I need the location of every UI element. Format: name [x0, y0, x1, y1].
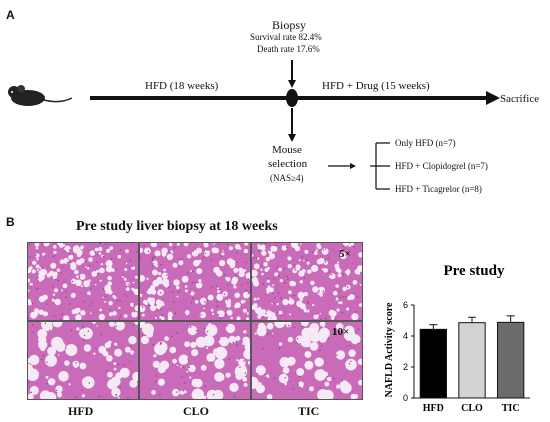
chart-y-tick-label: 2 — [403, 362, 408, 372]
selection-line2: selection — [268, 158, 308, 170]
chart-x-tick-label: HFD — [423, 403, 444, 414]
group-only-hfd: Only HFD (n=7) — [395, 138, 456, 148]
histology-hfd-10x — [28, 322, 138, 399]
histology-clo-10x — [140, 322, 250, 399]
chart-bar-clo — [458, 322, 486, 399]
chart-bar-hfd — [419, 328, 447, 399]
histology-tic-10x — [252, 322, 362, 399]
survival-rate: Survival rate 82.4% — [250, 32, 322, 42]
chart-x-tick-label: CLO — [461, 403, 483, 414]
histology-tic-5x — [252, 243, 362, 320]
histology-title: Pre study liver biopsy at 18 weeks — [76, 219, 278, 234]
histology-clo-5x — [140, 243, 250, 320]
selection-criterion: (NAS≥4) — [270, 173, 304, 183]
histology-grid: 5× 10× — [27, 242, 363, 400]
chart-y-tick-label: 4 — [403, 331, 408, 341]
nafld-bar-chart: Pre study NAFLD Activity score 0 2 4 6 HFD C… — [384, 263, 530, 414]
chart-title: Pre study — [444, 263, 505, 279]
panel-b-letter: B — [6, 215, 15, 229]
sacrifice-label: Sacrifice — [500, 93, 540, 105]
chart-y-tick-label: 6 — [403, 300, 408, 310]
histology-hfd-5x — [28, 243, 138, 320]
timeline-arrowhead — [486, 91, 500, 105]
death-rate: Death rate 17.6% — [257, 44, 320, 54]
timeline-diagram — [8, 60, 500, 190]
magnification-10x: 10× — [332, 326, 350, 338]
group-ticagrelor: HFD + Ticagrelor (n=8) — [395, 184, 482, 194]
biopsy-marker — [286, 89, 298, 107]
column-label-tic: TIC — [298, 404, 320, 418]
column-label-hfd: HFD — [68, 404, 94, 418]
group-clopidogrel: HFD + Clopidogrel (n=7) — [395, 161, 488, 171]
phase2-label: HFD + Drug (15 weeks) — [322, 80, 430, 92]
chart-bar-tic — [497, 321, 525, 399]
selection-line1: Mouse — [272, 144, 302, 156]
groups-bracket — [370, 142, 390, 190]
biopsy-title: Biopsy — [272, 18, 307, 32]
panel-a-letter: A — [6, 8, 15, 22]
magnification-5x: 5× — [339, 248, 351, 260]
phase1-label: HFD (18 weeks) — [145, 80, 219, 92]
chart-x-tick-label: TIC — [502, 403, 520, 414]
chart-ylabel: NAFLD Activity score — [384, 302, 395, 397]
mouse-icon — [8, 85, 73, 106]
column-label-clo: CLO — [183, 404, 210, 418]
chart-y-tick-label: 0 — [403, 393, 408, 403]
